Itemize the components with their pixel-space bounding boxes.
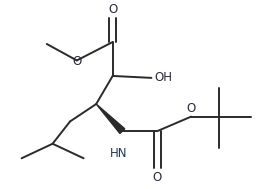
Text: OH: OH: [154, 71, 172, 84]
Text: O: O: [108, 3, 117, 16]
Text: O: O: [72, 55, 81, 68]
Text: O: O: [186, 102, 196, 115]
Text: O: O: [153, 171, 162, 184]
Polygon shape: [96, 104, 125, 133]
Text: HN: HN: [110, 147, 127, 160]
